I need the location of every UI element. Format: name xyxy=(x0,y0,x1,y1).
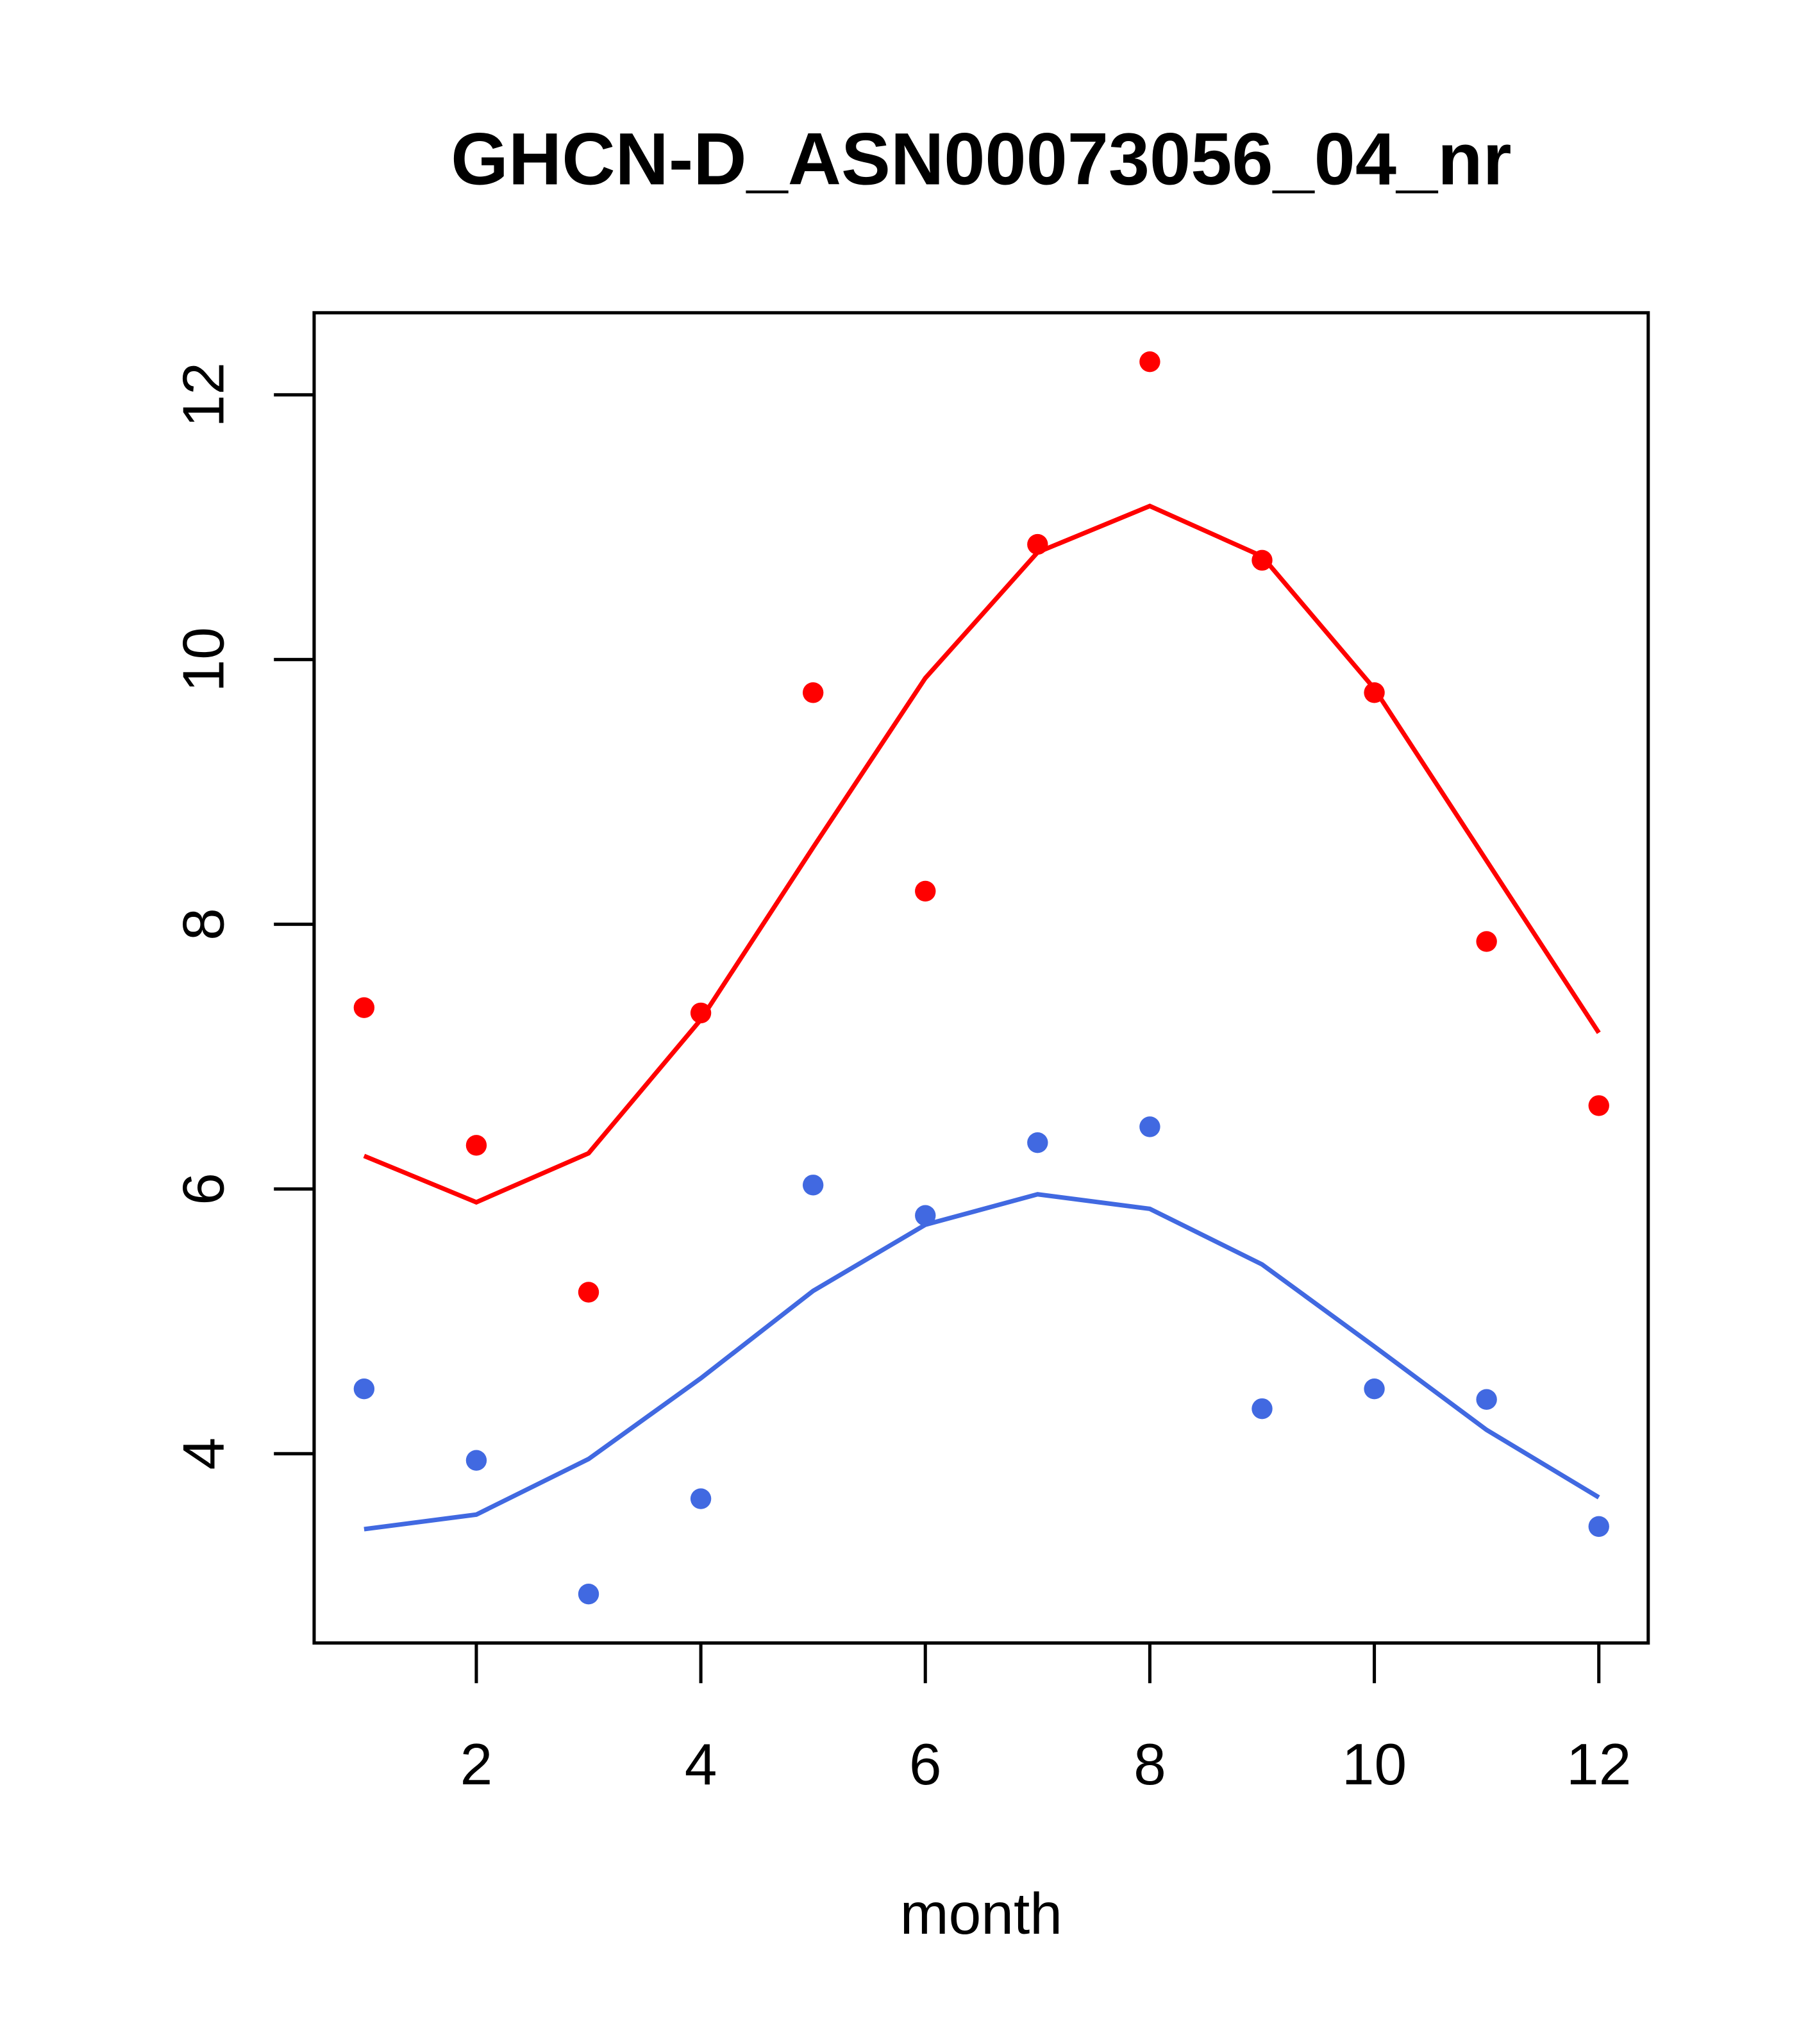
x-tick-label: 12 xyxy=(1566,1732,1631,1797)
red-points-point xyxy=(915,880,936,902)
plot-frame xyxy=(312,311,1650,1645)
y-tick-label: 12 xyxy=(171,362,236,427)
x-tick-label: 2 xyxy=(460,1732,493,1797)
x-axis: 2 4 6 8 10 12 xyxy=(460,1641,1631,1797)
blue-points-point xyxy=(353,1378,375,1400)
x-tick-label: 4 xyxy=(685,1732,717,1797)
x-axis-label: month xyxy=(900,1882,1062,1947)
blue-points-point xyxy=(1252,1398,1273,1420)
blue-points-point xyxy=(915,1205,936,1226)
red-points-point xyxy=(1476,931,1497,952)
blue-points-point xyxy=(465,1450,487,1471)
chart-title: GHCN-D_ASN00073056_04_nr xyxy=(451,118,1511,200)
red-points-point xyxy=(1588,1095,1609,1116)
x-tick-label: 10 xyxy=(1342,1732,1407,1797)
red-points-point xyxy=(802,682,824,703)
blue-points-point xyxy=(1364,1378,1385,1400)
red-points-point xyxy=(578,1282,599,1303)
red-points-point xyxy=(465,1135,487,1156)
red-line xyxy=(363,503,1601,1205)
blue-points-point xyxy=(1027,1132,1048,1153)
blue-points-point xyxy=(578,1583,599,1605)
red-points-point xyxy=(353,997,375,1018)
blue-points-point xyxy=(1139,1116,1160,1137)
red-points-point xyxy=(1139,351,1160,373)
y-tick-label: 10 xyxy=(171,627,236,692)
x-tick-label: 8 xyxy=(1134,1732,1166,1797)
blue-line xyxy=(364,1192,1600,1532)
series-layer xyxy=(353,351,1609,1605)
y-axis: 4 6 8 10 12 xyxy=(171,362,316,1470)
blue-points-point xyxy=(1588,1516,1609,1537)
y-tick-label: 6 xyxy=(171,1173,236,1205)
y-tick-label: 4 xyxy=(171,1437,236,1470)
y-tick-label: 8 xyxy=(171,908,236,941)
x-tick-label: 6 xyxy=(909,1732,942,1797)
blue-points-point xyxy=(690,1488,712,1509)
blue-points-point xyxy=(802,1175,824,1196)
blue-points-point xyxy=(1476,1389,1497,1410)
